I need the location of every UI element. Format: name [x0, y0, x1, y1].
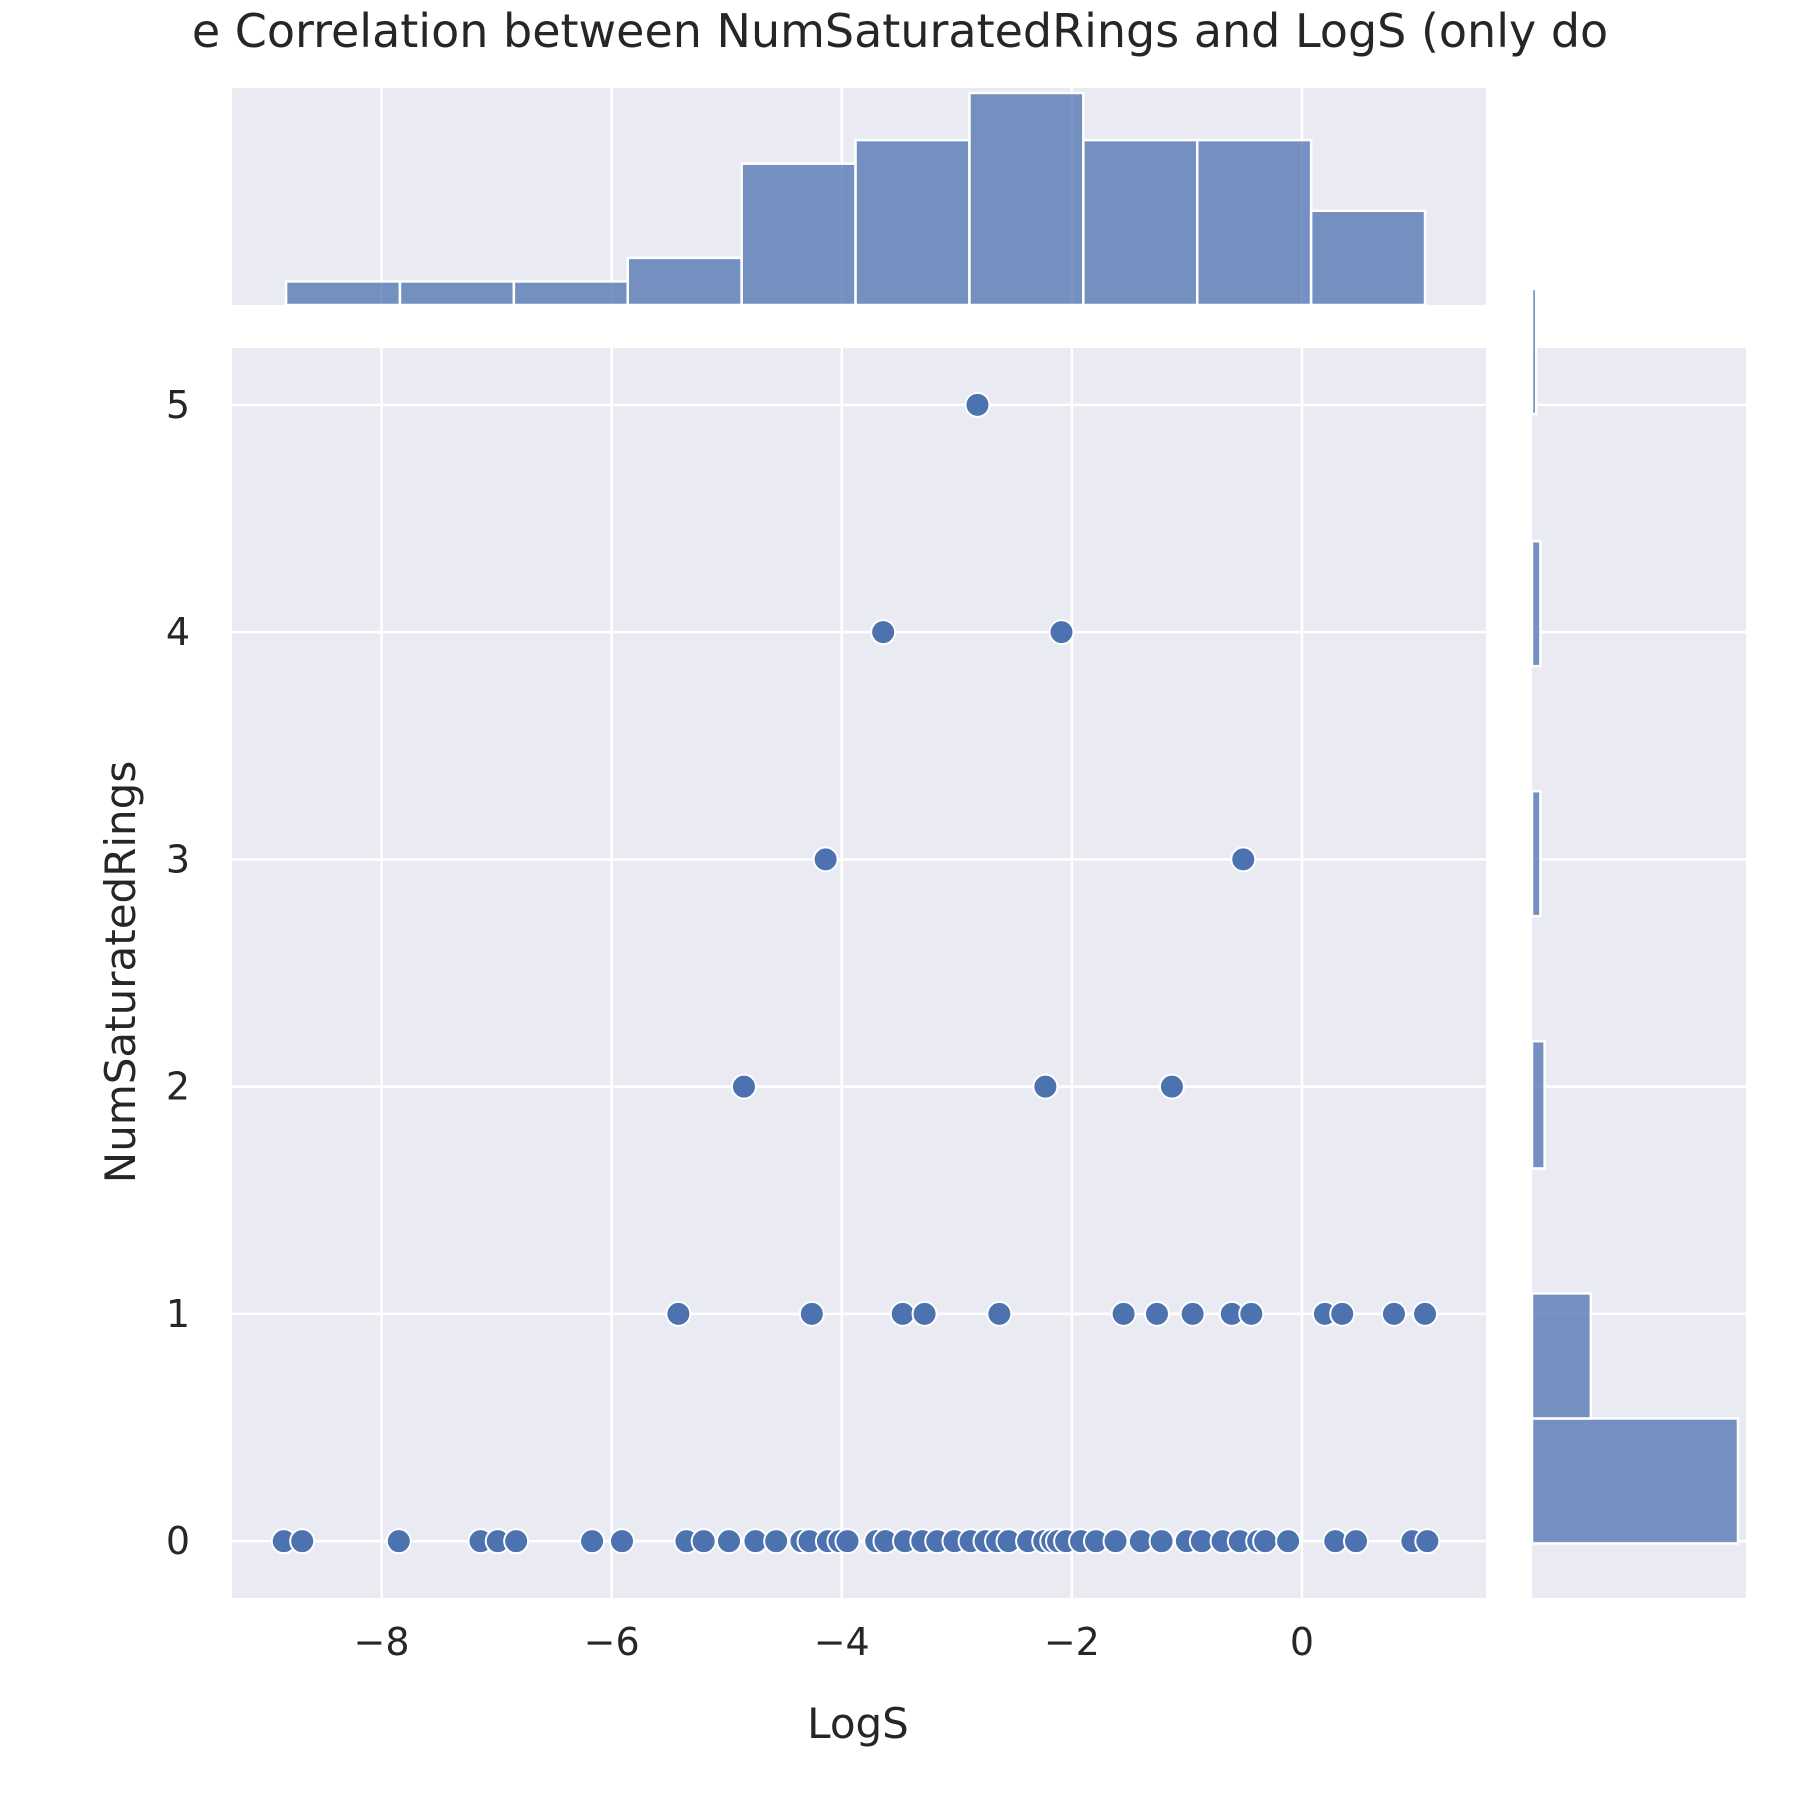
- x-axis-label: LogS: [807, 1699, 909, 1748]
- scatter-point: [1329, 1300, 1356, 1327]
- y-tick-label: 0: [166, 1519, 190, 1563]
- y-axis-label: NumSaturatedRings: [96, 761, 145, 1183]
- top-hist-bar: [1195, 138, 1313, 307]
- scatter-point: [1148, 1528, 1175, 1555]
- x-tick-label: 0: [1290, 1620, 1314, 1664]
- right-hist-bar: [1530, 1417, 1740, 1545]
- top-hist-bar: [854, 138, 971, 307]
- marginal-y-histogram: [1530, 287, 1746, 1598]
- scatter-point: [763, 1528, 790, 1555]
- scatter-point: [289, 1528, 316, 1555]
- y-tick-label: 1: [166, 1292, 190, 1336]
- scatter-point: [889, 1300, 916, 1327]
- right-hist-bar: [1530, 539, 1542, 668]
- top-hist-bar: [968, 91, 1085, 307]
- x-tick-label: −6: [584, 1620, 640, 1664]
- scatter-point: [715, 1528, 742, 1555]
- y-tick-label: 4: [166, 610, 190, 654]
- top-hist-bar: [1082, 138, 1199, 307]
- scatter-point: [798, 1300, 825, 1327]
- scatter-point: [1048, 619, 1075, 646]
- right-hist-bar: [1530, 1292, 1593, 1420]
- x-tick-label: −2: [1044, 1620, 1100, 1664]
- y-tick-label: 2: [166, 1065, 190, 1109]
- scatter-point: [964, 391, 991, 418]
- top-hist-bar: [284, 280, 402, 307]
- scatter-point: [1380, 1300, 1407, 1327]
- scatter-point: [1238, 1300, 1265, 1327]
- y-tick-label: 3: [166, 837, 190, 881]
- scatter-point: [1412, 1300, 1439, 1327]
- scatter-point: [730, 1073, 757, 1100]
- x-tick-label: −4: [814, 1620, 870, 1664]
- scatter-point: [579, 1528, 606, 1555]
- scatter-plot-area: −8 −6 −4 −2 0 0 1 2 3 4 5: [166, 348, 1486, 1664]
- scatter-point: [911, 1300, 938, 1327]
- chart-title: e Correlation between NumSaturatedRings …: [192, 4, 1608, 58]
- x-tick-label: −8: [354, 1620, 410, 1664]
- scatter-point: [1179, 1300, 1206, 1327]
- top-hist-bar: [740, 162, 857, 307]
- top-hist-bar: [626, 256, 743, 307]
- scatter-point: [1032, 1073, 1059, 1100]
- scatter-point: [1102, 1528, 1129, 1555]
- scatter-point: [1143, 1300, 1170, 1327]
- marginal-x-histogram: [232, 88, 1486, 307]
- scatter-point: [1414, 1528, 1441, 1555]
- scatter-point: [690, 1528, 717, 1555]
- scatter-point: [1252, 1528, 1279, 1555]
- top-hist-bar: [512, 280, 630, 307]
- scatter-point: [1158, 1073, 1185, 1100]
- scatter-point: [1342, 1528, 1369, 1555]
- scatter-point: [1275, 1528, 1302, 1555]
- scatter-point: [609, 1528, 636, 1555]
- y-tick-label: 5: [166, 383, 190, 427]
- scatter-point: [665, 1300, 692, 1327]
- top-hist-bar: [398, 280, 516, 307]
- top-hist-bar: [1309, 209, 1427, 307]
- right-hist-bar: [1530, 789, 1542, 918]
- scatter-point: [986, 1300, 1013, 1327]
- scatter-point: [1110, 1300, 1137, 1327]
- scatter-point: [834, 1528, 861, 1555]
- right-hist-bar: [1530, 287, 1538, 416]
- scatter-point: [503, 1528, 530, 1555]
- plot-background: [232, 348, 1486, 1598]
- scatter-point: [385, 1528, 412, 1555]
- right-hist-bar: [1530, 1039, 1546, 1170]
- scatter-point: [870, 619, 897, 646]
- scatter-point: [812, 846, 839, 873]
- scatter-point: [1230, 846, 1257, 873]
